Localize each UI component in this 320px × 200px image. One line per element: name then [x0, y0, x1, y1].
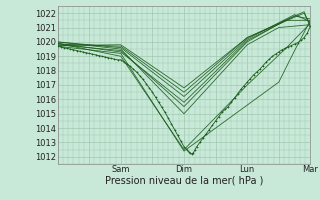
- X-axis label: Pression niveau de la mer( hPa ): Pression niveau de la mer( hPa ): [105, 176, 263, 186]
